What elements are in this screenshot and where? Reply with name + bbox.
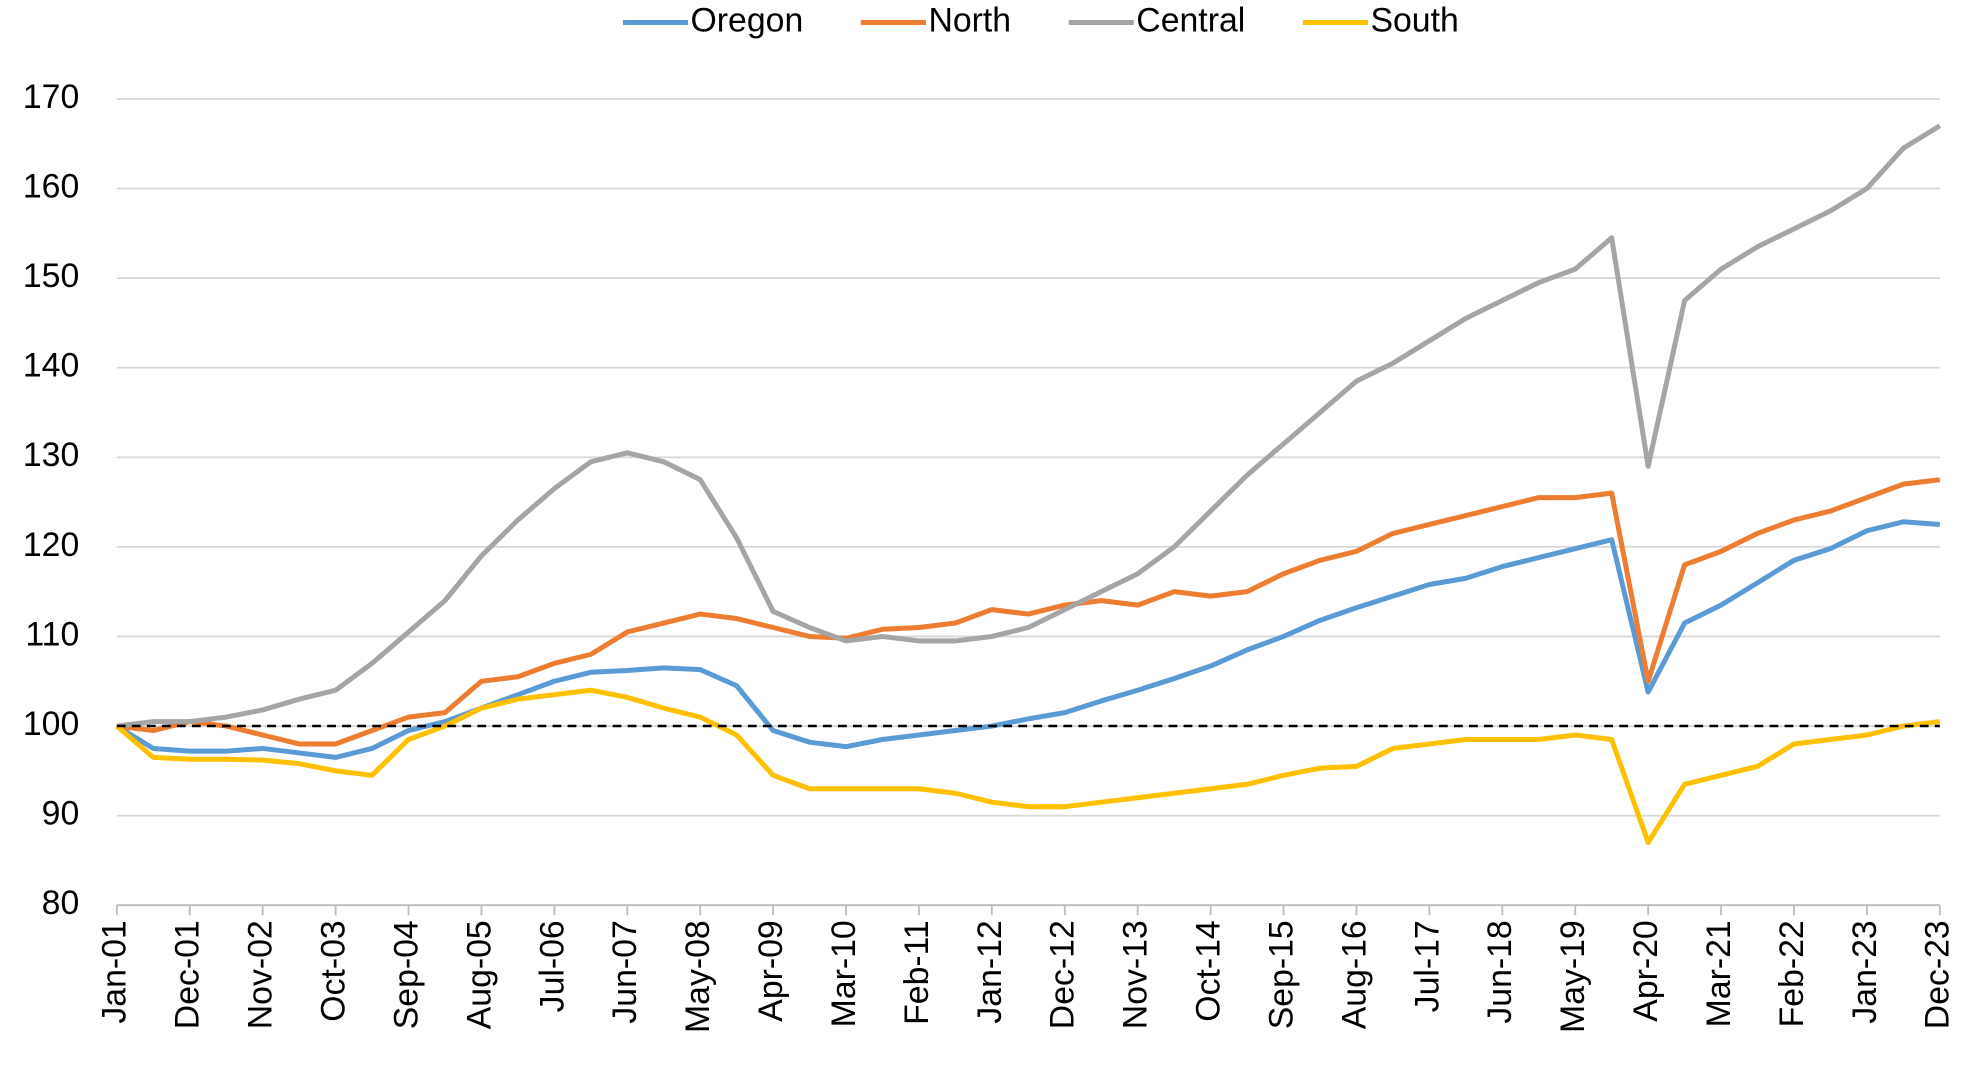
y-tick-label: 150 [23,257,79,295]
x-tick-label: Dec-12 [1044,920,1082,1029]
x-tick-label: Oct-03 [315,920,353,1021]
x-tick-label: Mar-10 [825,920,863,1027]
y-tick-label: 170 [23,78,79,116]
x-tick-label: Feb-22 [1773,920,1811,1027]
y-tick-label: 140 [23,347,79,385]
x-tick-label: Jun-18 [1481,920,1519,1023]
x-tick-label: Sep-15 [1262,920,1300,1029]
y-tick-label: 90 [42,795,80,833]
series-line [115,687,1941,846]
legend: Oregon North Central South [622,1,1459,39]
x-tick-label: Aug-05 [460,920,498,1029]
x-tick-label: Oct-14 [1190,920,1228,1021]
series-line [116,477,1941,747]
y-tick-label: 100 [23,705,79,743]
x-tick-label: Nov-02 [242,920,280,1029]
x-tick-label: Apr-09 [752,920,790,1021]
series-line [115,519,1941,760]
x-tick-label: May-19 [1554,920,1592,1033]
y-tick-label: 160 [23,167,79,205]
x-tick-label: May-08 [679,920,717,1033]
x-tick-label: Mar-21 [1700,920,1738,1027]
x-tick-label: Feb-11 [898,920,936,1025]
legend-label: Central [1136,1,1245,39]
x-tick-label: Jul-06 [533,920,571,1012]
x-tick-label: Jun-07 [606,920,644,1023]
x-tick-label: Dec-23 [1919,920,1957,1029]
x-tick-label: Nov-13 [1117,920,1155,1029]
legend-label: North [928,1,1011,39]
legend-label: Oregon [691,1,804,39]
y-tick-label: 130 [23,436,79,474]
x-tick-label: Jan-23 [1846,920,1884,1023]
y-tick-label: 80 [42,884,80,922]
y-tick-label: 120 [23,526,79,564]
x-tick-label: Jan-12 [971,920,1009,1023]
x-tick-label: Aug-16 [1335,920,1373,1029]
x-tick-label: Dec-01 [169,920,207,1029]
x-tick-label: Jan-01 [96,920,134,1023]
y-tick-label: 110 [25,615,79,653]
x-tick-label: Sep-04 [387,920,425,1029]
x-tick-label: Apr-20 [1627,920,1665,1021]
legend-label: South [1370,1,1458,39]
series-line [116,123,1942,729]
x-tick-label: Jul-17 [1408,920,1446,1012]
